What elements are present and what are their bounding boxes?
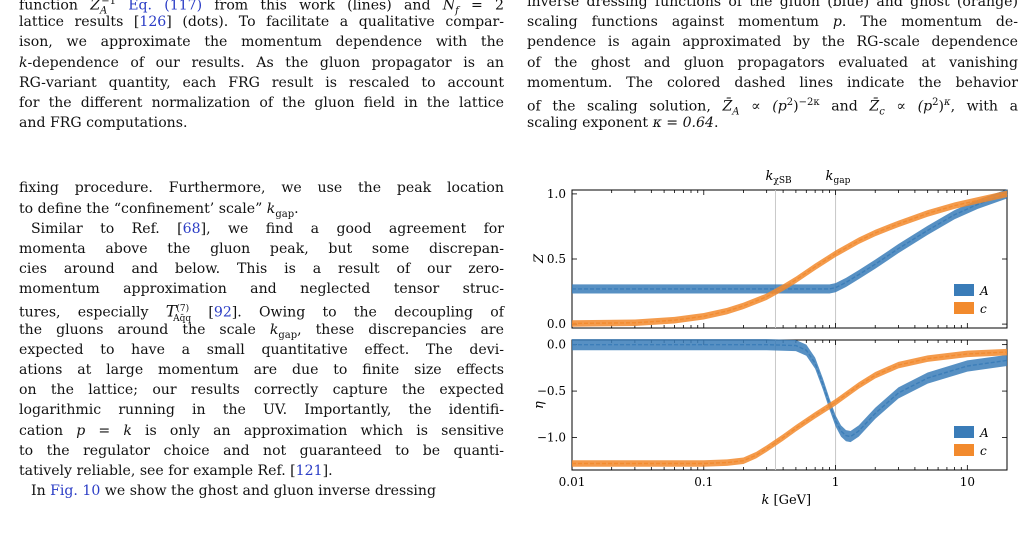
- top-ylabel: Z: [532, 253, 547, 264]
- citation-link[interactable]: 68: [182, 220, 201, 237]
- legend-swatch-A: [954, 426, 974, 438]
- figure-dressing-functions: kχSB kgap Z η k [GeV] 0.0 0.5 1.0 Ac 0.0 −0.5…: [532, 169, 1008, 508]
- legend-swatch-c: [954, 444, 974, 456]
- text-line: to define the “confinement’ scale” kgap.: [19, 200, 299, 220]
- series-band-A: [572, 189, 1007, 294]
- y-tick-label: 0.0: [547, 317, 566, 331]
- series-band-c: [572, 190, 1007, 327]
- text-line: expected to have a small quantitative ef…: [19, 341, 504, 358]
- figure-caption-fragment: inverse dressing functions of the gluon …: [527, 0, 1018, 133]
- y-tick-label: −0.5: [537, 384, 566, 398]
- y-tick-label: 0.0: [547, 338, 566, 352]
- series-band-A: [572, 339, 1007, 443]
- series-band-c: [572, 348, 1007, 467]
- caption-line: inverse dressing functions of the gluon …: [527, 0, 1018, 10]
- text-line: momentum approximation and neglected ten…: [19, 281, 504, 298]
- caption-line: scaling exponent κ = 0.64.: [527, 115, 719, 132]
- legend-label-A: A: [979, 426, 989, 440]
- caption-line: RG-variant quantity, each FRG result is …: [19, 74, 504, 91]
- text-line: cation p = k is only an approximation wh…: [19, 422, 504, 439]
- kchi-label: kχSB: [765, 169, 792, 186]
- caption-line: and FRG computations.: [19, 115, 188, 132]
- caption-line: function Z̄A−1 Eq. (117) from this work …: [19, 0, 504, 17]
- series-line-A: [572, 193, 1008, 290]
- y-tick-label: 0.5: [547, 252, 566, 266]
- right-column: inverse dressing functions of the gluon …: [527, 0, 1018, 133]
- x-tick-label: 0.1: [694, 475, 713, 489]
- caption-line: ison, we approximate the momentum depend…: [19, 34, 504, 51]
- caption-line: of the ghost and gluon propagators evalu…: [527, 54, 1018, 71]
- text-line: fixing procedure. Furthermore, we use th…: [19, 180, 504, 197]
- x-axis-label: k [GeV]: [762, 493, 812, 508]
- left-column: function Z̄A−1 Eq. (117) from this work …: [19, 0, 504, 501]
- text-line: tures, especially T(7)Aq̄q [92]. Owing t…: [19, 302, 504, 324]
- citation-link[interactable]: 126: [139, 14, 167, 31]
- figure-caption-fragment: function Z̄A−1 Eq. (117) from this work …: [19, 0, 504, 133]
- caption-line: scaling functions against momentum p. Th…: [527, 14, 1018, 31]
- caption-line: of the scaling solution, Z̄A ∝ (p2)−2κ a…: [527, 96, 1018, 118]
- legend-swatch-A: [954, 284, 974, 296]
- text-line: Similar to Ref. [68], we find a good agr…: [31, 220, 505, 237]
- text-line: In Fig. 10 we show the ghost and gluon i…: [31, 483, 437, 500]
- citation-link[interactable]: 92: [213, 305, 232, 322]
- equation-link[interactable]: Eq. (117): [128, 0, 203, 14]
- text-line: logarithmic running in the UV. Important…: [19, 402, 504, 419]
- citation-link[interactable]: 121: [295, 462, 323, 479]
- legend-label-c: c: [980, 302, 987, 316]
- caption-line: k-dependence of our results. As the gluo…: [19, 54, 504, 71]
- caption-line: momentum. The colored dashed lines indic…: [527, 74, 1018, 91]
- text-line: on the lattice; our results correctly ca…: [19, 382, 504, 399]
- series-line-c: [571, 193, 1008, 325]
- y-tick-label: −1.0: [537, 431, 566, 445]
- caption-line: lattice results [126] (dots). To facilit…: [19, 14, 504, 31]
- text-line: to the regulator choice and not guarante…: [19, 442, 504, 459]
- text-line: momenta above the gluon peak, but some d…: [19, 240, 504, 257]
- paragraph-confinement-scale: fixing procedure. Furthermore, we use th…: [19, 178, 504, 220]
- paragraph-next: In Fig. 10 we show the ghost and gluon i…: [19, 481, 504, 501]
- text-line: ations at large momentum are due to fini…: [19, 362, 504, 378]
- x-tick-label: 1: [832, 475, 840, 489]
- y-tick-label: 1.0: [547, 187, 566, 201]
- series-line-c: [572, 351, 1008, 465]
- x-tick-label: 10: [960, 475, 975, 489]
- text-line: tatively reliable, see for example Ref. …: [19, 462, 333, 479]
- figure-link[interactable]: Fig. 10: [50, 483, 101, 500]
- kgap-label: kgap: [826, 169, 851, 186]
- x-tick-label: 0.01: [559, 475, 586, 489]
- bottom-ylabel: η: [532, 401, 547, 409]
- legend-label-c: c: [980, 444, 987, 458]
- paragraph-discrepancies: Similar to Ref. [68], we find a good agr…: [19, 219, 504, 481]
- caption-line: pendence is again approximated by the RG…: [527, 34, 1018, 51]
- legend-label-A: A: [979, 284, 989, 298]
- text-line: the gluons around the scale kgap, these …: [19, 321, 504, 341]
- caption-line: for the different normalization of the g…: [19, 94, 504, 111]
- text-line: cies around and below. This is a result …: [19, 261, 504, 278]
- legend-swatch-c: [954, 302, 974, 314]
- series-line-A: [572, 343, 1008, 438]
